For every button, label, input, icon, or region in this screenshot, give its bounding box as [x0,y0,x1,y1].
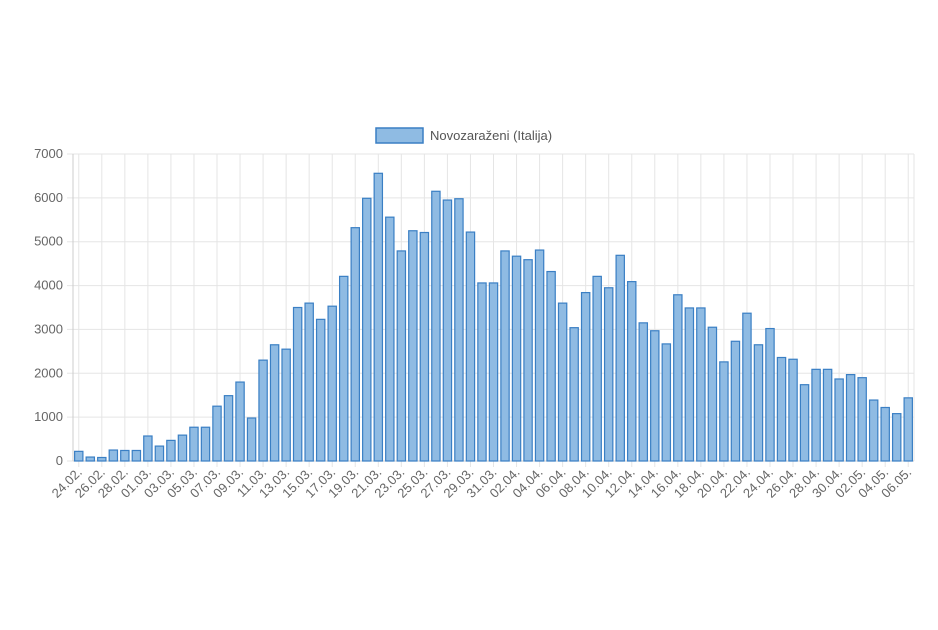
bar[interactable] [603,287,614,462]
bar[interactable] [719,361,729,462]
bar[interactable] [488,282,499,462]
bar[interactable] [788,358,798,462]
y-tick-label: 0 [56,453,63,468]
bar[interactable] [903,397,913,462]
bar[interactable] [373,172,384,462]
bar[interactable] [258,359,268,462]
bar[interactable] [684,307,695,462]
bar[interactable] [673,294,683,462]
bar[interactable] [442,199,453,462]
bar[interactable] [85,456,96,462]
bar[interactable] [465,231,476,462]
bar[interactable] [730,340,741,462]
bar[interactable] [753,344,764,462]
bar[interactable] [557,302,568,462]
bar[interactable] [477,282,487,462]
legend-swatch [375,127,424,144]
bar[interactable] [74,450,84,462]
bar[interactable] [200,426,211,462]
bar[interactable] [650,330,660,462]
bar[interactable] [880,406,890,462]
bar[interactable] [857,377,867,462]
bar[interactable] [638,322,649,462]
bar[interactable] [592,275,602,462]
bar[interactable] [546,270,556,462]
bar[interactable] [338,275,349,462]
bar[interactable] [304,302,314,462]
bar[interactable] [776,356,787,462]
bar[interactable] [742,312,752,462]
bar[interactable] [811,368,821,462]
bar[interactable] [569,327,579,462]
bars [74,172,913,462]
bar[interactable] [868,399,879,462]
bar[interactable] [223,395,234,462]
y-tick-label: 4000 [34,278,63,293]
bar[interactable] [419,231,430,462]
bar[interactable] [327,305,337,462]
bar[interactable] [166,439,176,462]
bar[interactable] [511,255,522,462]
bar[interactable] [822,368,833,462]
bar[interactable] [131,449,142,462]
y-tick-label: 3000 [34,321,63,336]
legend[interactable]: Novozaraženi (Italija) [375,127,552,144]
y-tick-label: 2000 [34,365,63,380]
bar[interactable] [212,405,222,462]
bar[interactable] [120,449,130,462]
bar[interactable] [500,250,510,462]
bar[interactable] [534,249,545,462]
bar[interactable] [626,281,637,462]
bar[interactable] [281,348,291,462]
bar[interactable] [315,318,326,462]
bar[interactable] [154,445,165,462]
bar[interactable] [799,384,810,462]
bar[interactable] [177,434,188,462]
bar[interactable] [891,413,902,462]
bar[interactable] [431,190,441,462]
legend-label: Novozaraženi (Italija) [430,128,552,143]
bar[interactable] [523,259,533,462]
bar[interactable] [661,343,672,462]
bar[interactable] [235,381,245,462]
bar[interactable] [845,374,856,462]
bar[interactable] [765,327,775,462]
bar[interactable] [385,216,395,462]
y-tick-label: 5000 [34,234,63,249]
bar[interactable] [454,198,464,462]
y-tick-label: 6000 [34,190,63,205]
bar[interactable] [143,435,153,462]
bar[interactable] [580,291,591,462]
bar[interactable] [246,417,257,462]
y-tick-label: 7000 [34,146,63,161]
bar[interactable] [615,254,625,462]
bar[interactable] [396,250,407,462]
bar[interactable] [408,230,418,462]
bar[interactable] [696,307,706,462]
bar[interactable] [707,326,718,462]
bar[interactable] [269,344,280,462]
bar[interactable] [97,456,107,462]
bar[interactable] [108,449,119,462]
y-tick-label: 1000 [34,409,63,424]
bar[interactable] [350,227,361,462]
bar[interactable] [834,378,844,462]
bar[interactable] [189,426,199,462]
bar[interactable] [292,306,303,462]
bar[interactable] [362,197,372,462]
